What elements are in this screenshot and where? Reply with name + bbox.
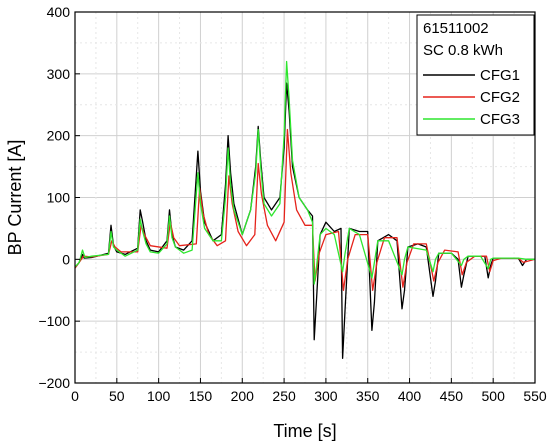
x-tick-label: 500 — [482, 388, 506, 404]
y-tick-label: −100 — [38, 313, 70, 329]
x-tick-label: 450 — [440, 388, 464, 404]
legend-label-cfg3: CFG3 — [480, 111, 520, 128]
y-tick-label: −200 — [38, 375, 70, 391]
legend-entries: CFG1 CFG2 CFG3 — [423, 67, 520, 128]
x-tick-label: 50 — [109, 388, 125, 404]
series-line-cfg2 — [74, 128, 536, 291]
legend-label-cfg1: CFG1 — [480, 67, 520, 84]
series-line-cfg1 — [74, 82, 535, 359]
tick-labels: 0 50 100 150 200 250 300 350 400 450 500 550 −200 −10… — [38, 4, 546, 404]
legend-label-cfg2: CFG2 — [480, 89, 520, 106]
x-tick-label: 200 — [231, 388, 255, 404]
y-tick-label: 400 — [47, 4, 71, 20]
x-tick-label: 350 — [356, 388, 380, 404]
x-tick-label: 400 — [398, 388, 422, 404]
legend-header-line-2: SC 0.8 kWh — [423, 42, 503, 59]
series-line-cfg3 — [74, 60, 535, 285]
x-tick-label: 250 — [272, 388, 296, 404]
x-tick-label: 150 — [189, 388, 213, 404]
x-axis-title: Time [s] — [273, 421, 336, 441]
y-axis-title: BP Current [A] — [5, 140, 25, 256]
y-tick-label: 0 — [62, 251, 70, 267]
y-tick-label: 300 — [47, 66, 71, 82]
y-tick-label: 200 — [47, 128, 71, 144]
x-tick-label: 100 — [147, 388, 171, 404]
x-tick-label: 300 — [314, 388, 338, 404]
y-tick-label: 100 — [47, 190, 71, 206]
x-tick-label: 0 — [71, 388, 79, 404]
legend: 61511002 SC 0.8 kWh CFG1 CFG2 CFG3 — [416, 14, 535, 136]
x-tick-label: 550 — [523, 388, 547, 404]
ticks — [74, 11, 536, 384]
legend-header-line-1: 61511002 — [423, 20, 489, 37]
series-group — [74, 60, 536, 359]
